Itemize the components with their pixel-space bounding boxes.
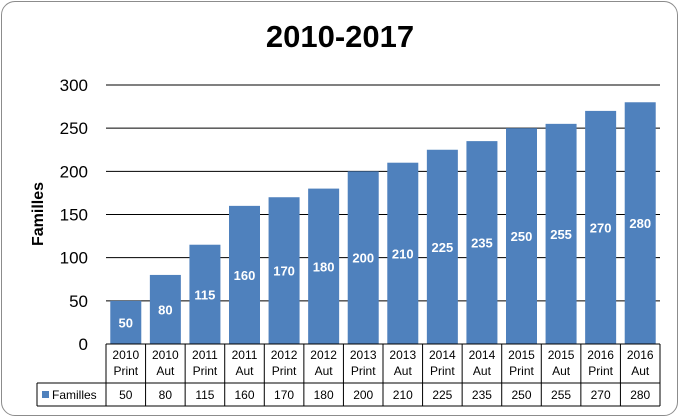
y-axis-label: Familles: [30, 182, 47, 246]
y-tick-label: 0: [79, 335, 88, 354]
category-label: Print: [430, 364, 455, 378]
data-label: 180: [313, 259, 335, 274]
table-value: 270: [591, 388, 611, 402]
category-label: 2013: [389, 348, 416, 362]
y-tick-label: 250: [60, 119, 88, 138]
category-label: 2014: [429, 348, 456, 362]
y-tick-label: 200: [60, 162, 88, 181]
category-label: 2011: [232, 348, 258, 362]
data-label: 280: [629, 216, 651, 231]
table-value: 115: [195, 388, 214, 402]
category-label: Print: [588, 364, 613, 378]
bar: [545, 123, 577, 344]
category-label: 2011: [192, 348, 218, 362]
data-label: 210: [392, 246, 414, 261]
table-value: 80: [159, 388, 173, 402]
table-value: 160: [234, 388, 254, 402]
y-tick-label: 50: [69, 292, 88, 311]
category-label: 2015: [508, 348, 535, 362]
bar: [624, 102, 656, 345]
category-label: Aut: [156, 364, 175, 378]
category-label: 2010: [112, 348, 139, 362]
category-label: Aut: [315, 364, 334, 378]
bar: [268, 197, 300, 344]
data-label: 225: [432, 240, 454, 255]
bar: [585, 110, 617, 345]
category-label: 2013: [350, 348, 377, 362]
category-label: 2010: [152, 348, 179, 362]
data-label: 200: [352, 251, 374, 266]
table-value: 180: [314, 388, 334, 402]
bar: [466, 141, 498, 344]
category-label: 2014: [469, 348, 496, 362]
category-label: Aut: [631, 364, 650, 378]
category-label: Print: [193, 364, 218, 378]
y-tick-label: 300: [60, 76, 88, 95]
category-label: 2016: [587, 348, 614, 362]
category-label: 2015: [548, 348, 575, 362]
category-label: 2016: [627, 348, 654, 362]
bar: [308, 188, 340, 344]
data-label: 255: [550, 227, 572, 242]
data-label: 170: [273, 264, 295, 279]
category-label: Print: [509, 364, 534, 378]
y-tick-label: 150: [60, 206, 88, 225]
bars: 50 80 115 160 170 180 200 210 225 235 250 255 270 280: [110, 102, 656, 345]
category-label: Aut: [394, 364, 413, 378]
category-label: Aut: [473, 364, 492, 378]
category-label: Print: [113, 364, 138, 378]
bar: [189, 244, 221, 344]
category-label: Print: [272, 364, 297, 378]
category-label: 2012: [271, 348, 298, 362]
gridlines: [106, 84, 660, 345]
table-value: 235: [472, 388, 492, 402]
category-label: 2012: [310, 348, 337, 362]
table-value: 170: [274, 388, 294, 402]
bar: [347, 171, 379, 344]
table-value: 280: [630, 388, 650, 402]
bar: [110, 300, 142, 344]
bar: [426, 149, 458, 344]
chart-title: 2010-2017: [266, 19, 414, 54]
table-value: 250: [511, 388, 531, 402]
table-value: 255: [551, 388, 571, 402]
bar: [229, 205, 260, 344]
data-label: 250: [511, 229, 533, 244]
table-value: 50: [119, 388, 133, 402]
category-label: Aut: [552, 364, 571, 378]
legend-series-name: Familles: [52, 388, 97, 402]
y-axis-ticks: 0 50 100 150 200 250 300: [60, 76, 88, 354]
table-value: 225: [432, 388, 452, 402]
bar: [149, 274, 181, 344]
data-label: 270: [590, 220, 612, 235]
bar: [506, 128, 537, 344]
data-table: 2010 Print 50 2010 Aut 80 2011 Print 115 2011 Aut 1…: [36, 343, 661, 407]
data-label: 160: [234, 268, 256, 283]
table-value: 210: [393, 388, 413, 402]
data-label: 235: [471, 236, 493, 251]
category-label: Print: [351, 364, 376, 378]
bar: [387, 162, 419, 344]
data-label: 80: [158, 302, 172, 317]
legend-key: [42, 391, 49, 398]
category-label: Aut: [235, 364, 254, 378]
table-value: 200: [353, 388, 373, 402]
y-tick-label: 100: [60, 249, 88, 268]
data-label: 50: [119, 315, 133, 330]
data-label: 115: [194, 287, 215, 302]
